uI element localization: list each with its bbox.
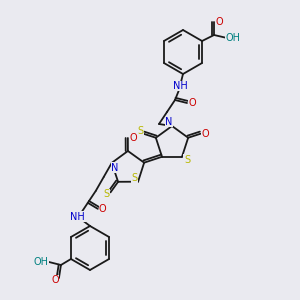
- Text: O: O: [129, 133, 137, 143]
- Text: O: O: [215, 17, 223, 27]
- Text: S: S: [184, 155, 190, 165]
- Text: S: S: [137, 126, 143, 136]
- Text: NH: NH: [70, 212, 85, 222]
- Text: OH: OH: [33, 257, 48, 267]
- Text: O: O: [188, 98, 196, 108]
- Text: N: N: [111, 163, 118, 173]
- Text: S: S: [103, 189, 109, 200]
- Text: S: S: [131, 173, 137, 183]
- Text: NH: NH: [172, 81, 188, 91]
- Text: O: O: [99, 204, 106, 214]
- Text: O: O: [51, 275, 59, 285]
- Text: OH: OH: [226, 33, 241, 43]
- Text: N: N: [165, 117, 173, 127]
- Text: O: O: [202, 129, 209, 139]
